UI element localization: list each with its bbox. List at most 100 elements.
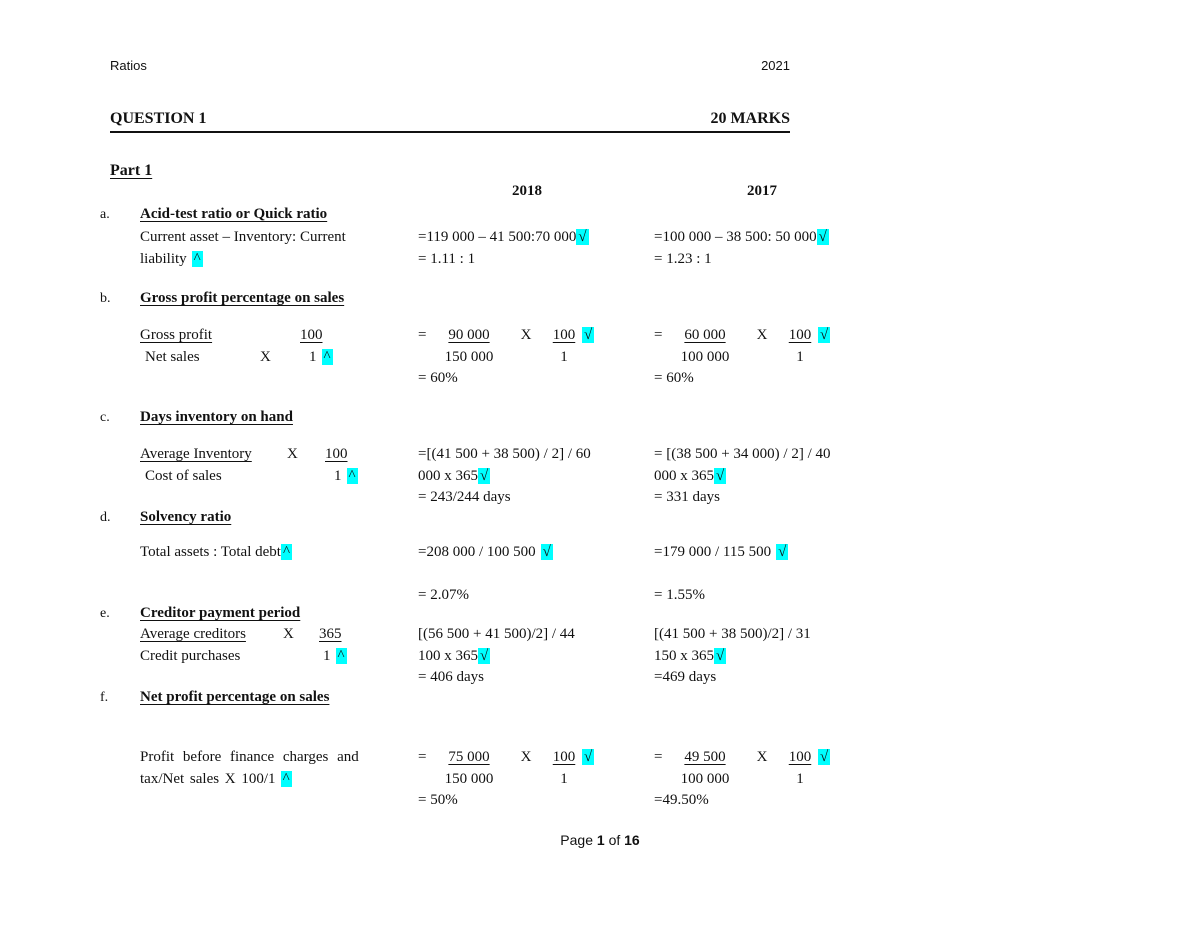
question-heading: QUESTION 1 20 MARKS [110,108,790,133]
calc-numerator: 90 000 [448,327,490,343]
section-f-letter: f. [100,690,109,705]
part-label: Part 1 [110,162,153,179]
formula-one: 1 [309,348,317,365]
section-e-2018: [(56 500 + 41 500)/2] / 44 100 x 365 √ = … [418,624,654,689]
calc-factor: 100 [552,749,576,765]
calc-line: 000 x 365 [654,467,714,484]
calc-result: = 1.55% [654,586,705,603]
formula-one: 1 [334,467,342,484]
calc-line: =100 000 – 38 500: 50 000 [654,229,817,245]
equals-sign: = [418,749,427,765]
check-mark: √ [714,467,727,484]
calc-result: = 406 days [418,669,484,685]
section-d-2018: =208 000 / 100 500 √ = 2.07% [418,542,654,606]
calc-numerator: 75 000 [448,749,490,765]
formula-factor: 365 [319,626,342,642]
page-header: Ratios 2021 [110,55,790,77]
section-a-formula: Current asset – Inventory: Current liabi… [140,227,416,270]
check-mark: √ [582,327,595,343]
check-mark: √ [582,749,595,765]
section-f-formula: Profit before finance charges and tax/Ne… [140,747,416,790]
header-year: 2021 [761,58,790,73]
calc-denominator: 100 000 [680,770,730,787]
calc-line: =179 000 / 115 500 [654,544,772,560]
check-mark: √ [540,544,553,560]
section-f-2018: = 75 000 X 100 √ 150 000 1 = 50% [418,747,654,812]
formula-denominator: Credit purchases [140,647,241,664]
footer-page-number: 1 [596,832,605,848]
calc-times: X [520,749,532,765]
section-b-2017: = 60 000 X 100 √ 100 000 1 = 60% [654,325,904,390]
calc-denominator: 100 000 [680,348,730,365]
calc-one: 1 [560,770,568,787]
section-e-2017: [(41 500 + 38 500)/2] / 31 150 x 365 √ =4… [654,624,904,689]
caret-mark: ^ [321,348,333,365]
calc-times: X [756,327,768,343]
calc-line: =[(41 500 + 38 500) / 2] / 60 [418,446,591,462]
section-c-formula: Average Inventory X 100 Cost of sales 1 ^ [140,444,416,487]
section-e-letter: e. [100,606,110,621]
formula-denominator: Net sales [145,348,200,365]
calc-line: 000 x 365 [418,467,478,484]
section-b-title: Gross profit percentage on sales [140,290,345,306]
formula-times: X [260,348,271,365]
calc-denominator: 150 000 [444,348,494,365]
formula-numerator: Gross profit [140,327,213,343]
calc-one: 1 [560,348,568,365]
calc-result: = 2.07% [418,586,469,603]
formula-numerator: Average Inventory [140,446,252,462]
section-d-letter: d. [100,510,111,525]
formula-line: tax/Net sales X 100/1 [140,770,276,787]
formula-line: liability [140,250,187,267]
footer-of-word: of [608,832,621,848]
check-mark: √ [776,544,789,560]
formula-line: Current asset – Inventory: Current [140,229,346,245]
section-a-title: Acid-test ratio or Quick ratio [140,206,328,222]
caret-mark: ^ [280,544,292,560]
check-mark: √ [818,749,831,765]
calc-result: = 60% [418,370,458,386]
section-e-formula: Average creditors X 365 Credit purchases 1 ^ [140,624,416,667]
equals-sign: = [654,327,663,343]
calc-line: = [(38 500 + 34 000) / 2] / 40 [654,446,831,462]
calc-factor: 100 [788,327,812,343]
equals-sign: = [418,327,427,343]
check-mark: √ [714,647,727,664]
footer-total-pages: 16 [624,832,640,848]
calc-one: 1 [796,348,804,365]
equals-sign: = [654,749,663,765]
header-title: Ratios [110,58,147,73]
formula-times: X [283,626,294,642]
calc-result: = 243/244 days [418,489,511,505]
section-e-title: Creditor payment period [140,605,301,621]
check-mark: √ [478,467,491,484]
calc-result: = 60% [654,370,694,386]
calc-numerator: 60 000 [684,327,726,343]
check-mark: √ [478,647,491,664]
calc-result: = 1.11 : 1 [418,250,476,267]
section-f-title: Net profit percentage on sales [140,689,330,705]
calc-line: [(56 500 + 41 500)/2] / 44 [418,626,575,642]
section-b-formula: Gross profit 100 Net sales X 1 ^ [140,325,416,368]
formula-numerator: Average creditors [140,626,246,642]
section-c-title: Days inventory on hand [140,409,293,425]
calc-line: 150 x 365 [654,647,714,664]
calc-line: [(41 500 + 38 500)/2] / 31 [654,626,811,642]
calc-result: = 50% [418,792,458,808]
page-footer: Page 1 of 16 [0,830,1200,852]
section-d-2017: =179 000 / 115 500 √ = 1.55% [654,542,904,606]
check-mark: √ [818,327,831,343]
calc-denominator: 150 000 [444,770,494,787]
formula-factor: 100 [300,327,323,343]
section-b-2018: = 90 000 X 100 √ 150 000 1 = 60% [418,325,654,390]
check-mark: √ [816,229,829,245]
caret-mark: ^ [335,647,347,664]
section-a-2017: =100 000 – 38 500: 50 000 √ = 1.23 : 1 [654,227,904,270]
caret-mark: ^ [191,250,203,267]
section-f-2017: = 49 500 X 100 √ 100 000 1 =49.50% [654,747,904,812]
col-header-2017: 2017 [747,183,777,199]
col-header-2018: 2018 [512,183,542,199]
caret-mark: ^ [346,467,358,484]
calc-times: X [520,327,532,343]
